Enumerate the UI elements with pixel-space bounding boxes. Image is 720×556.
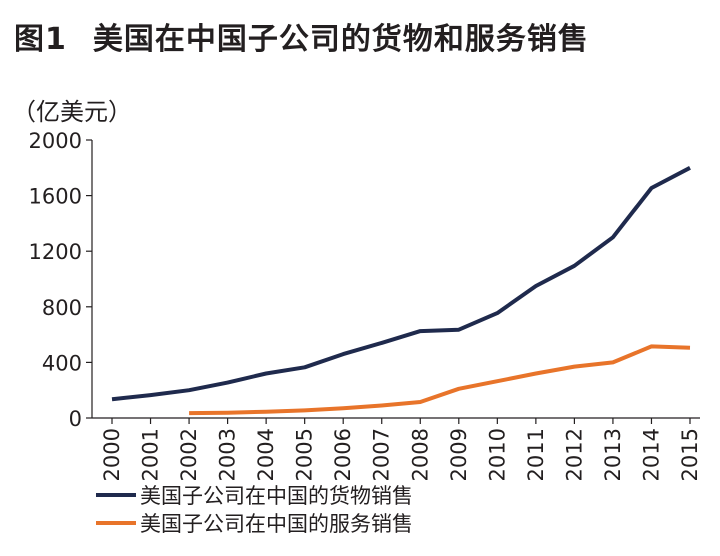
- y-tick-label: 400: [42, 351, 82, 375]
- chart-title: 图1 美国在中国子公司的货物和服务销售: [14, 14, 589, 58]
- y-tick-label: 0: [69, 407, 82, 431]
- x-tick-label: 2004: [254, 428, 278, 481]
- x-tick-label: 2010: [485, 428, 509, 481]
- x-tick-label: 2015: [678, 428, 702, 481]
- x-tick-label: 2012: [562, 428, 586, 481]
- y-tick-label: 2000: [29, 129, 82, 153]
- x-tick-label: 2008: [408, 428, 432, 481]
- chart-title-text: 美国在中国子公司的货物和服务销售: [92, 22, 589, 57]
- legend-label-services: 美国子公司在中国的服务销售: [140, 512, 413, 536]
- x-tick-label: 2002: [177, 428, 201, 481]
- figure-label: 图1: [14, 22, 67, 57]
- x-tick-label: 2014: [639, 428, 663, 481]
- y-tick-label: 800: [42, 296, 82, 320]
- y-tick-label: 1600: [29, 185, 82, 209]
- x-tick-label: 2000: [100, 428, 124, 481]
- series-layer: [111, 166, 691, 416]
- x-tick-label: 2007: [370, 428, 394, 481]
- x-tick-label: 2006: [331, 428, 355, 481]
- x-tick-label: 2001: [139, 428, 163, 481]
- x-tick-label: 2003: [216, 428, 240, 481]
- legend-item-goods: 美国子公司在中国的货物销售: [96, 480, 413, 510]
- legend-swatch-goods: [96, 493, 136, 497]
- legend-swatch-services: [96, 521, 136, 525]
- axes: 0 400 800 1200 1600 2000 2000 2001 2002 2003 2004 2…: [29, 129, 702, 481]
- x-tick-label: 2009: [447, 428, 471, 481]
- y-unit-label: （亿美元）: [12, 98, 132, 126]
- x-tick-label: 2005: [293, 428, 317, 481]
- series-line-1: [189, 344, 691, 416]
- y-tick-label: 1200: [29, 240, 82, 264]
- series-line-0: [111, 166, 691, 402]
- legend-label-goods: 美国子公司在中国的货物销售: [140, 484, 413, 508]
- x-tick-label: 2011: [524, 428, 548, 481]
- x-tick-label: 2013: [601, 428, 625, 481]
- legend-item-services: 美国子公司在中国的服务销售: [96, 508, 413, 538]
